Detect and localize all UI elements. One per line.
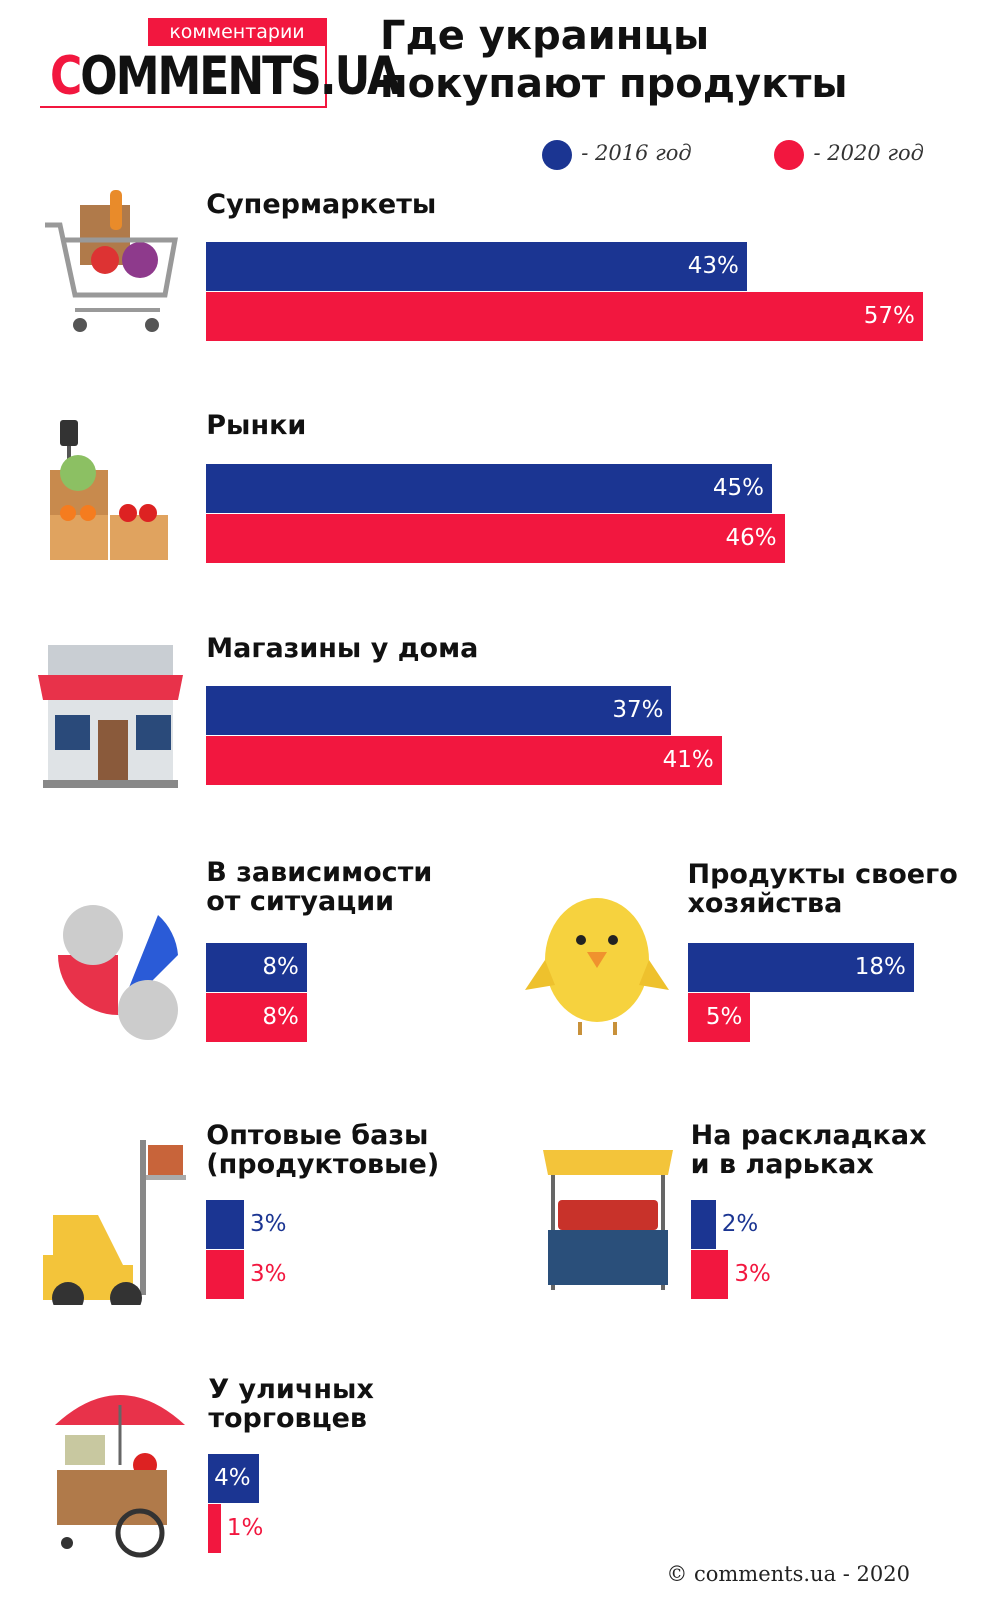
value-label: 3% bbox=[734, 1261, 771, 1287]
value-label: 18% bbox=[854, 953, 906, 980]
bar bbox=[690, 1250, 729, 1299]
category-label: Рынки bbox=[206, 410, 307, 442]
bar bbox=[206, 686, 672, 736]
value-label: 43% bbox=[687, 252, 739, 279]
bar bbox=[206, 736, 722, 786]
cart-icon bbox=[45, 190, 178, 332]
value-label: 8% bbox=[262, 953, 299, 980]
market-icon bbox=[50, 420, 168, 560]
value-label: 3% bbox=[249, 1261, 287, 1287]
bar bbox=[206, 942, 307, 992]
bar bbox=[206, 241, 747, 291]
value-label: 37% bbox=[612, 697, 664, 724]
value-label: 8% bbox=[262, 1003, 299, 1030]
category-label: Супермаркеты bbox=[206, 188, 437, 220]
chart-title: Где украинцы покупают продукты bbox=[380, 13, 848, 107]
value-label: 46% bbox=[725, 524, 777, 551]
category-label: Продукты своего хозяйства bbox=[687, 859, 958, 920]
bar bbox=[206, 463, 773, 513]
shop-icon bbox=[38, 645, 183, 788]
value-label: 5% bbox=[705, 1003, 743, 1030]
value-label: 41% bbox=[662, 747, 714, 774]
legend-label: - 2020 год bbox=[813, 141, 924, 165]
bar bbox=[206, 992, 307, 1042]
category-label: У уличных торговцев bbox=[208, 1374, 374, 1434]
forklift-icon bbox=[43, 1140, 186, 1305]
value-label: 2% bbox=[721, 1211, 759, 1237]
bar bbox=[206, 513, 785, 563]
category-label: На раскладках и в ларьках bbox=[690, 1119, 927, 1180]
value-label: 1% bbox=[226, 1515, 264, 1542]
logo-tagline: комментарии bbox=[148, 18, 326, 46]
fifty-fifty-icon bbox=[58, 905, 178, 1040]
value-label: 3% bbox=[249, 1211, 287, 1237]
bar bbox=[687, 942, 914, 992]
bar bbox=[206, 1200, 244, 1249]
street-cart-icon bbox=[55, 1395, 185, 1558]
legend-marker bbox=[541, 140, 572, 170]
legend-label: - 2016 год bbox=[581, 141, 692, 165]
logo-frame bbox=[40, 18, 327, 108]
category-label: В зависимости от ситуации bbox=[206, 857, 433, 918]
stall-icon bbox=[543, 1150, 673, 1290]
bar bbox=[690, 1200, 716, 1249]
footer: © comments.ua - 2020 bbox=[666, 1562, 910, 1586]
category-label: Оптовые базы (продуктовые) bbox=[206, 1119, 440, 1180]
value-label: 4% bbox=[214, 1465, 251, 1492]
category-label: Магазины у дома bbox=[206, 633, 479, 665]
legend-marker bbox=[773, 140, 804, 170]
bar bbox=[208, 1454, 259, 1504]
chick-icon bbox=[525, 898, 669, 1035]
bar bbox=[206, 291, 923, 341]
bar bbox=[208, 1504, 221, 1554]
bar bbox=[206, 1250, 244, 1299]
logo: COMMENTS.UA bbox=[50, 46, 401, 108]
value-label: 57% bbox=[863, 302, 915, 329]
value-label: 45% bbox=[712, 474, 765, 501]
bar bbox=[687, 992, 751, 1042]
